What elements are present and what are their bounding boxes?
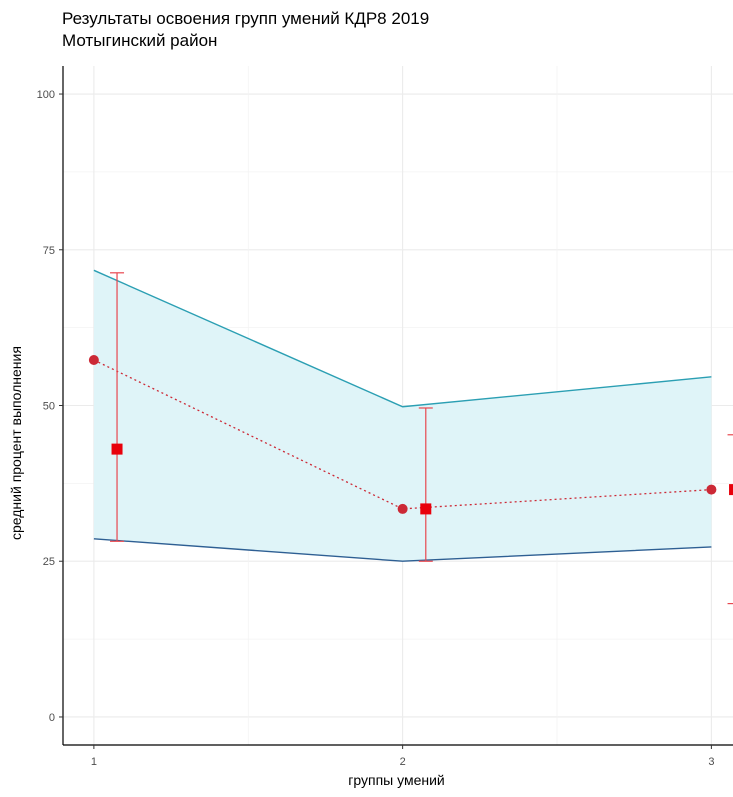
y-tick-label: 75 — [43, 245, 55, 257]
x-tick-label: 2 — [400, 756, 406, 768]
confidence-band — [93, 269, 712, 562]
y-tick-label: 0 — [49, 712, 55, 724]
band-fill — [93, 270, 712, 562]
x-tick-label: 3 — [708, 756, 714, 768]
y-tick-label: 50 — [43, 401, 55, 413]
square-point — [111, 443, 123, 455]
axes: 0 25 50 75 100 1 2 3 — [37, 66, 733, 768]
x-axis-label: группы умений — [348, 772, 445, 788]
square-point — [729, 484, 733, 496]
x-tick-label: 1 — [91, 756, 97, 768]
dot-point — [397, 503, 408, 514]
y-tick-label: 25 — [43, 556, 55, 568]
band-upper-line — [93, 269, 712, 408]
chart-subtitle: Мотыгинский район — [62, 31, 218, 50]
square-point — [420, 503, 432, 515]
chart-title: Результаты освоения групп умений КДР8 20… — [62, 9, 430, 28]
band-lower-line — [93, 538, 712, 562]
y-tick-label: 100 — [37, 89, 55, 101]
series — [88, 272, 733, 605]
dot-point — [88, 355, 99, 366]
y-axis-label: средний процент выполнения — [8, 346, 24, 540]
dot-point — [706, 484, 717, 495]
